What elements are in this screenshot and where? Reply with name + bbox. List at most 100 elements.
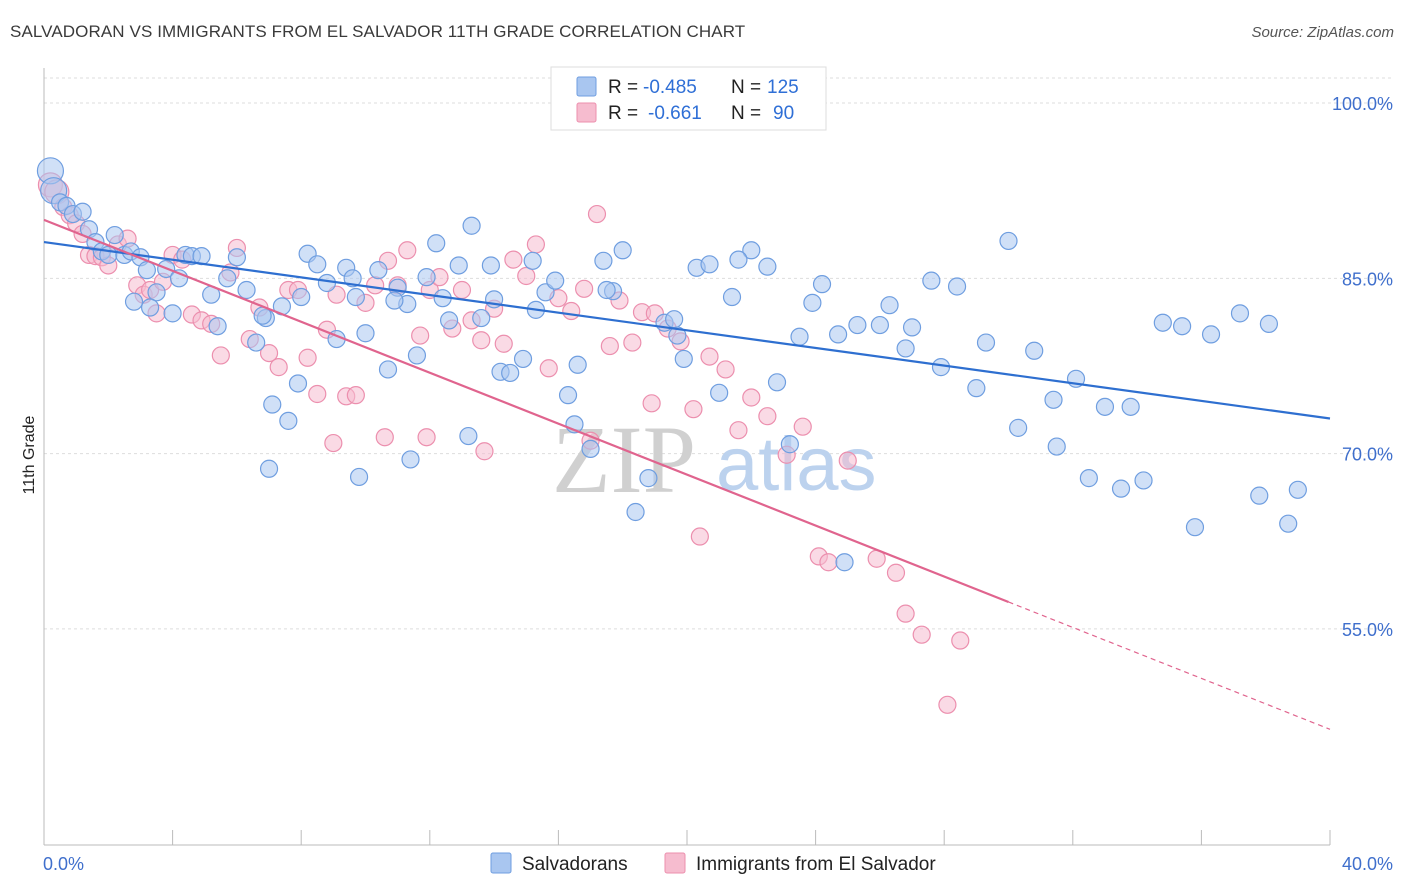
point-salvadorans <box>848 315 867 335</box>
point-salvadorans <box>558 386 578 405</box>
point-salvadorans <box>835 553 854 572</box>
y-tick-label: 100.0% <box>1332 94 1393 114</box>
point-salvadorans <box>427 234 446 253</box>
x-tick-label: 40.0% <box>1342 854 1393 874</box>
point-salvadorans <box>1009 418 1028 437</box>
legend-n-value-2: 90 <box>773 103 794 124</box>
point-salvadorans <box>349 467 369 487</box>
chart-title: SALVADORAN VS IMMIGRANTS FROM EL SALVADO… <box>10 22 746 41</box>
y-axis-label: 11th Grade <box>21 415 38 494</box>
point-salvadorans <box>613 241 632 260</box>
point-salvadorans <box>385 291 404 310</box>
point-salvadorans <box>1047 437 1066 456</box>
point-immigrants <box>562 301 581 321</box>
legend-bottom: Salvadorans Immigrants from El Salvador <box>490 852 936 875</box>
point-salvadorans <box>870 315 890 335</box>
point-salvadorans <box>472 308 491 328</box>
point-salvadorans <box>227 248 246 267</box>
point-salvadorans <box>812 275 832 294</box>
point-salvadorans <box>639 469 658 488</box>
point-salvadorans <box>902 318 922 337</box>
point-salvadorans <box>803 293 822 312</box>
point-salvadorans <box>710 383 729 402</box>
point-immigrants <box>269 358 288 377</box>
legend-r-value-1: -0.485 <box>643 77 697 98</box>
point-salvadorans <box>523 251 542 270</box>
point-salvadorans <box>288 374 308 393</box>
point-immigrants <box>327 285 346 304</box>
point-salvadorans <box>449 256 468 275</box>
point-immigrants <box>912 625 931 644</box>
legend-bottom-swatch-pink <box>664 852 686 874</box>
point-salvadorans <box>1111 479 1131 498</box>
point-salvadorans <box>378 360 398 379</box>
point-immigrants <box>575 279 594 298</box>
point-immigrants <box>452 280 472 300</box>
legend-swatch-pink <box>576 102 597 123</box>
legend-n-label-2: N = <box>731 103 761 124</box>
point-immigrants <box>838 451 857 470</box>
y-tick-labels: 55.0% 70.0% 85.0% 100.0% <box>1332 94 1393 640</box>
point-salvadorans <box>597 280 616 300</box>
point-salvadorans <box>536 283 555 302</box>
source-label: Source: ZipAtlas.com <box>1251 24 1394 41</box>
point-salvadorans <box>343 269 362 288</box>
point-salvadorans <box>263 395 282 414</box>
point-immigrants <box>346 386 365 405</box>
point-salvadorans <box>439 311 459 330</box>
point-immigrants <box>793 417 812 436</box>
x-tick-label: 0.0% <box>43 854 84 874</box>
point-immigrants <box>517 266 536 286</box>
point-salvadorans <box>1250 486 1269 505</box>
point-immigrants <box>684 400 703 419</box>
point-salvadorans <box>247 333 266 352</box>
point-salvadorans <box>1201 325 1221 344</box>
point-immigrants <box>259 343 279 363</box>
point-salvadorans <box>292 287 311 307</box>
point-immigrants <box>742 388 761 407</box>
point-salvadorans <box>1025 341 1044 360</box>
point-immigrants <box>308 384 327 404</box>
point-salvadorans <box>481 256 500 275</box>
point-salvadorans <box>1279 514 1298 533</box>
point-salvadorans <box>124 292 144 311</box>
point-salvadorans <box>665 310 684 329</box>
point-immigrants <box>539 359 558 378</box>
point-salvadorans <box>237 280 256 300</box>
point-immigrants <box>600 336 619 356</box>
point-immigrants <box>623 333 642 352</box>
point-salvadorans <box>758 257 777 276</box>
point-salvadorans <box>259 459 279 478</box>
point-salvadorans <box>626 502 645 522</box>
point-salvadorans <box>346 287 365 307</box>
point-immigrants <box>700 347 719 366</box>
legend-swatch-blue <box>576 76 597 97</box>
legend-n-value-1: 125 <box>767 77 799 98</box>
x-tick-labels: 0.0% 40.0% <box>43 854 1393 874</box>
point-salvadorans <box>1288 480 1307 499</box>
point-salvadorans <box>790 327 809 346</box>
point-immigrants <box>398 241 417 260</box>
point-salvadorans <box>700 255 719 274</box>
point-immigrants <box>475 442 494 461</box>
point-immigrants <box>729 421 748 440</box>
point-salvadorans <box>546 271 565 290</box>
trend-line-immigrants-extrapolated <box>1008 601 1331 730</box>
point-salvadorans <box>780 435 799 454</box>
point-salvadorans <box>1079 469 1098 488</box>
point-salvadorans <box>967 379 986 398</box>
point-immigrants <box>211 346 230 365</box>
point-salvadorans <box>1134 471 1153 490</box>
point-immigrants <box>758 407 777 426</box>
legend-bottom-swatch-blue <box>490 852 512 874</box>
legend-box <box>550 66 827 131</box>
trend-lines <box>43 218 1331 730</box>
point-immigrants <box>886 563 906 582</box>
point-salvadorans <box>767 373 787 392</box>
point-immigrants <box>716 360 735 379</box>
point-salvadorans <box>208 317 227 336</box>
trend-line-immigrants <box>43 218 1009 603</box>
point-salvadorans <box>594 251 613 270</box>
legend-top: R = -0.485 N = 125 R = -0.661 N = 90 <box>550 66 827 131</box>
